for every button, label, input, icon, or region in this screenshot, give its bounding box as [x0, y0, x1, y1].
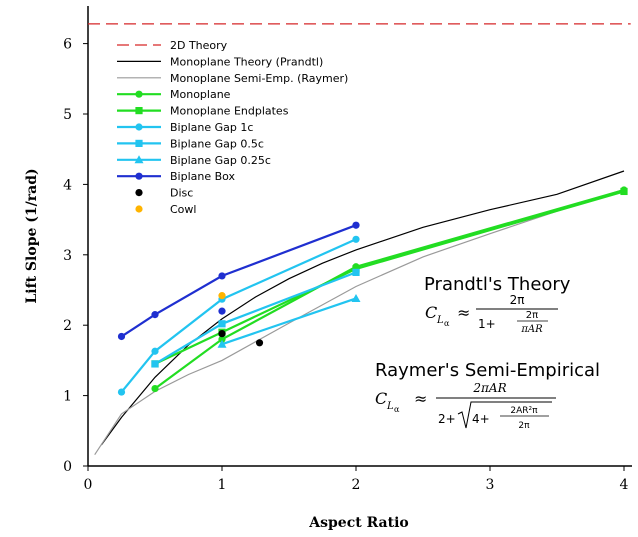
- prandtl-formula: C L α ≈ 2π 1+ 2π πAR: [425, 293, 558, 335]
- series-markers: [117, 186, 628, 396]
- raymer-annotation: Raymer's Semi-Empirical C L α ≈ 2πAR 2+ …: [375, 360, 600, 431]
- legend-label: 2D Theory: [170, 39, 228, 52]
- legend-item-2d-theory: 2D Theory: [117, 39, 228, 52]
- legend-label: Disc: [170, 187, 193, 200]
- series-line-biplane-gap-0-25c: [221, 297, 357, 346]
- data-point-monoplane: [151, 384, 159, 393]
- y-axis-label: Lift Slope (1/rad): [24, 168, 40, 303]
- prandtl-annotation: Prandtl's Theory C L α ≈ 2π 1+ 2π πAR: [424, 274, 571, 335]
- legend-item-biplane-gap-1c: Biplane Gap 1c: [117, 121, 253, 134]
- data-point-biplane-box: [117, 332, 126, 341]
- series-line-monoplane-theory-prandtl: [100, 170, 625, 446]
- y-tick-label: 0: [63, 459, 72, 475]
- prandtl-title: Prandtl's Theory: [424, 274, 571, 295]
- data-point-disc: [218, 330, 226, 338]
- series-line-biplane-gap-1c: [120, 238, 357, 393]
- legend-item-monoplane: Monoplane: [117, 88, 231, 101]
- legend-marker: [135, 123, 143, 131]
- x-tick-label: 4: [620, 477, 629, 493]
- legend-marker: [135, 205, 143, 213]
- svg-text:2πAR: 2πAR: [472, 381, 506, 395]
- svg-text:α: α: [444, 319, 450, 328]
- series-line-monoplane-semi-emp-raymer: [94, 188, 625, 456]
- data-point-biplane-box: [352, 221, 360, 229]
- svg-text:2AR²π: 2AR²π: [510, 406, 538, 416]
- data-point-monoplane: [218, 335, 226, 343]
- legend: 2D Theory Monoplane Theory (Prandtl) Monop…: [117, 39, 348, 216]
- data-point-biplane-gap-0-25c: [351, 293, 361, 302]
- data-point-biplane-box: [151, 311, 159, 319]
- y-tick-label: 6: [63, 37, 72, 53]
- y-tick-label: 4: [63, 177, 72, 193]
- legend-marker: [135, 139, 143, 147]
- svg-text:L: L: [436, 315, 444, 326]
- data-point-biplane-gap-0-5c: [352, 268, 360, 276]
- raymer-formula: C L α ≈ 2πAR 2+ 4+ 2AR²π 2π: [375, 381, 556, 431]
- data-point-disc: [255, 339, 264, 347]
- y-tick-label: 5: [63, 107, 72, 123]
- legend-item-biplane-gap-0-25c: Biplane Gap 0.25c: [117, 154, 271, 167]
- legend-label: Cowl: [170, 203, 196, 216]
- data-point-biplane-gap-0-25c: [217, 339, 227, 348]
- y-tick-label: 1: [63, 389, 72, 405]
- legend-item-disc: Disc: [135, 187, 193, 200]
- svg-text:C: C: [425, 303, 437, 322]
- legend-marker: [134, 155, 144, 164]
- legend-marker: [135, 107, 143, 115]
- svg-text:L: L: [386, 401, 394, 412]
- data-point-biplane-box: [218, 272, 226, 280]
- x-tick-label: 3: [486, 477, 495, 493]
- legend-item-cowl: Cowl: [135, 203, 196, 216]
- legend-item-monoplane-endplates: Monoplane Endplates: [117, 105, 289, 118]
- svg-text:≈: ≈: [457, 303, 470, 322]
- legend-label: Biplane Gap 1c: [170, 121, 253, 134]
- svg-text:α: α: [394, 405, 400, 414]
- svg-text:2π: 2π: [510, 293, 525, 307]
- svg-text:C: C: [375, 389, 387, 408]
- data-point-monoplane-endplates: [620, 187, 628, 196]
- series-line-biplane-box: [120, 224, 357, 338]
- legend-label: Biplane Gap 0.25c: [170, 154, 271, 167]
- series-lines: [88, 23, 631, 456]
- legend-item-biplane-gap-0-5c: Biplane Gap 0.5c: [117, 137, 264, 150]
- svg-text:4+: 4+: [472, 412, 490, 426]
- legend-marker: [135, 172, 143, 180]
- legend-label: Monoplane Theory (Prandtl): [170, 55, 323, 68]
- svg-text:≈: ≈: [414, 389, 427, 408]
- data-point-extra: [218, 307, 226, 315]
- legend-item-monoplane-theory-prandtl: Monoplane Theory (Prandtl): [117, 55, 323, 68]
- data-point-biplane-gap-1c: [352, 235, 360, 243]
- svg-text:2π: 2π: [518, 421, 530, 431]
- legend-item-monoplane-semi-emp-raymer: Monoplane Semi-Emp. (Raymer): [117, 72, 348, 85]
- x-axis-label: Aspect Ratio: [308, 515, 408, 531]
- legend-item-biplane-box: Biplane Box: [117, 170, 236, 183]
- axes: [87, 6, 632, 467]
- legend-marker: [135, 90, 143, 98]
- svg-text:1+: 1+: [478, 317, 496, 331]
- series-line-monoplane: [154, 188, 625, 390]
- data-point-biplane-gap-0-5c: [218, 320, 226, 328]
- data-point-biplane-gap-1c: [117, 388, 126, 396]
- y-tick-label: 2: [63, 318, 72, 334]
- legend-label: Monoplane Semi-Emp. (Raymer): [170, 72, 348, 85]
- legend-label: Biplane Box: [170, 170, 236, 183]
- data-point-cowl: [218, 292, 226, 300]
- svg-text:2π: 2π: [526, 310, 538, 321]
- ticks: 0 1 2 3 4 0 1 2 3 4 5 6: [63, 37, 628, 493]
- series-line-monoplane-endplates: [154, 190, 625, 365]
- legend-label: Monoplane: [170, 88, 231, 101]
- x-tick-label: 2: [352, 477, 361, 493]
- data-point-biplane-gap-0-5c: [151, 360, 159, 368]
- raymer-title: Raymer's Semi-Empirical: [375, 360, 600, 381]
- legend-label: Monoplane Endplates: [170, 105, 289, 118]
- data-point-biplane-gap-1c: [151, 347, 159, 355]
- svg-text:πAR: πAR: [520, 324, 543, 335]
- x-tick-label: 0: [84, 477, 93, 493]
- y-tick-label: 3: [63, 248, 72, 264]
- legend-marker: [135, 189, 143, 197]
- x-tick-label: 1: [218, 477, 227, 493]
- legend-label: Biplane Gap 0.5c: [170, 137, 264, 150]
- svg-text:2+: 2+: [438, 412, 456, 426]
